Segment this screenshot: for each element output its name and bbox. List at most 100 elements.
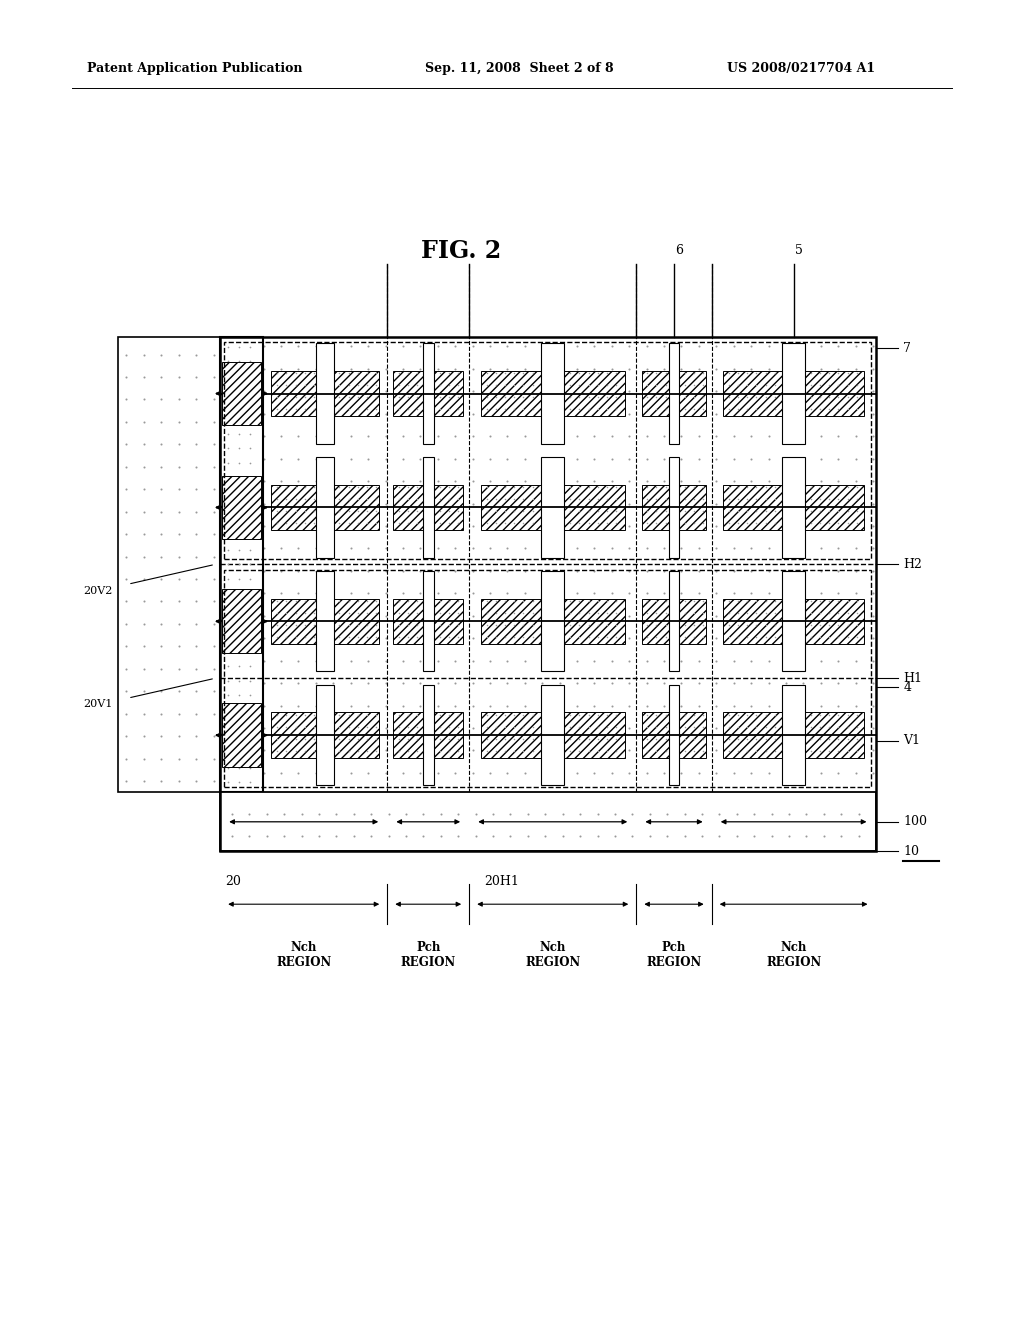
Point (657, 387, 674, 408)
Point (394, 649, 411, 671)
Point (586, 380, 602, 401)
Point (725, 515, 741, 536)
Point (306, 512, 323, 533)
Point (221, 358, 238, 379)
Point (279, 729, 295, 750)
Point (515, 488, 531, 510)
Point (390, 500, 407, 521)
Point (238, 447, 254, 469)
Point (812, 447, 828, 469)
Point (306, 500, 323, 521)
Point (603, 380, 620, 401)
Point (534, 762, 550, 783)
Point (464, 470, 480, 491)
Point (307, 425, 324, 446)
Point (721, 488, 737, 510)
Point (847, 830, 863, 851)
Point (297, 729, 313, 750)
Point (648, 705, 665, 726)
Point (297, 387, 313, 408)
Point (409, 626, 425, 647)
Point (639, 729, 655, 750)
Point (291, 605, 307, 626)
Point (331, 626, 347, 647)
Point (506, 477, 522, 498)
Point (551, 672, 567, 693)
Point (464, 537, 480, 558)
Point (515, 614, 531, 635)
Point (795, 717, 811, 738)
Point (655, 627, 672, 648)
Point (223, 803, 240, 824)
Point (581, 387, 597, 408)
Point (840, 375, 856, 396)
Point (154, 345, 170, 366)
Point (581, 477, 597, 498)
Point (673, 425, 689, 446)
Point (506, 614, 522, 635)
Point (849, 512, 865, 533)
Point (673, 762, 689, 783)
Point (695, 741, 712, 762)
Point (830, 387, 847, 408)
Point (829, 807, 846, 829)
Point (516, 649, 532, 671)
Point (464, 672, 480, 693)
Point (221, 627, 238, 648)
Point (655, 492, 672, 513)
Point (279, 590, 295, 611)
Point (394, 762, 411, 783)
Point (571, 387, 588, 408)
Point (562, 705, 579, 726)
Point (409, 741, 425, 762)
Point (695, 387, 712, 408)
Point (409, 500, 425, 521)
Point (243, 540, 258, 561)
Point (325, 358, 341, 379)
Point (221, 425, 238, 446)
Point (812, 470, 828, 491)
Point (478, 717, 495, 738)
Point (742, 605, 759, 626)
Point (686, 387, 702, 408)
Point (725, 358, 741, 379)
Bar (271, 371, 379, 416)
Point (342, 537, 358, 558)
Point (516, 492, 532, 513)
Point (711, 826, 727, 847)
Point (516, 470, 532, 491)
Point (481, 470, 498, 491)
Point (450, 399, 466, 420)
Point (739, 741, 756, 762)
Point (412, 560, 428, 581)
Point (524, 363, 541, 384)
Point (568, 380, 585, 401)
Point (399, 626, 416, 647)
Bar (224, 570, 871, 787)
Point (562, 375, 579, 396)
Point (760, 830, 776, 851)
Point (840, 363, 856, 384)
Point (255, 807, 271, 829)
Point (358, 614, 375, 635)
Point (440, 717, 457, 738)
Point (568, 762, 585, 783)
Point (586, 335, 602, 356)
Point (118, 569, 135, 590)
Bar (222, 362, 261, 425)
Point (446, 717, 463, 738)
Point (795, 447, 811, 469)
Point (803, 717, 819, 738)
Point (359, 380, 376, 401)
Point (721, 375, 737, 396)
Point (586, 694, 602, 715)
Point (725, 649, 741, 671)
Point (291, 717, 307, 738)
Point (221, 830, 238, 851)
Point (358, 729, 375, 750)
Point (275, 803, 293, 824)
Point (340, 602, 356, 623)
Point (487, 729, 504, 750)
Point (506, 512, 522, 533)
Point (708, 807, 724, 829)
